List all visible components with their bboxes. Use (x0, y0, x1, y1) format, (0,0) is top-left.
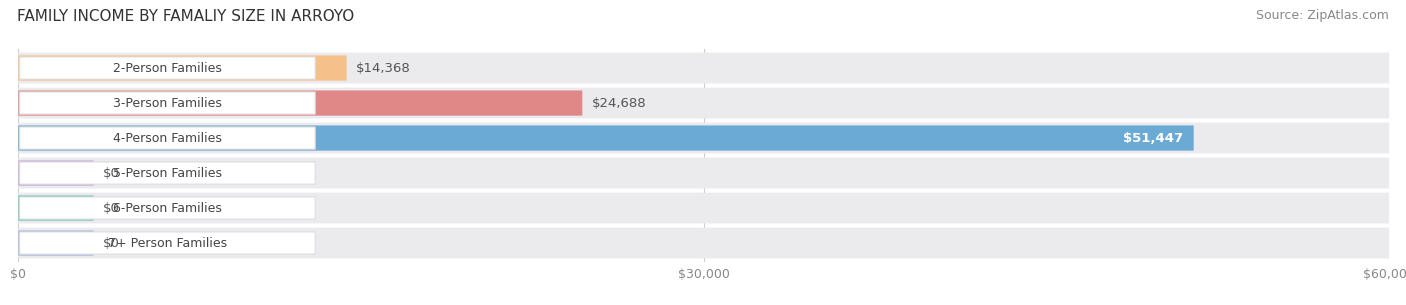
FancyBboxPatch shape (18, 53, 1389, 84)
FancyBboxPatch shape (18, 125, 1194, 151)
FancyBboxPatch shape (20, 92, 315, 114)
FancyBboxPatch shape (20, 197, 315, 219)
Text: 6-Person Families: 6-Person Families (112, 202, 222, 214)
FancyBboxPatch shape (18, 196, 94, 221)
Text: $14,368: $14,368 (356, 62, 411, 74)
Text: 2-Person Families: 2-Person Families (112, 62, 222, 74)
Text: FAMILY INCOME BY FAMALIY SIZE IN ARROYO: FAMILY INCOME BY FAMALIY SIZE IN ARROYO (17, 9, 354, 24)
FancyBboxPatch shape (18, 193, 1389, 224)
FancyBboxPatch shape (18, 91, 582, 116)
Text: $24,688: $24,688 (592, 97, 647, 109)
Text: 7+ Person Families: 7+ Person Families (108, 237, 226, 249)
FancyBboxPatch shape (18, 123, 1389, 153)
FancyBboxPatch shape (18, 56, 346, 81)
Text: $51,447: $51,447 (1122, 131, 1182, 145)
FancyBboxPatch shape (20, 57, 315, 79)
Text: $0: $0 (103, 202, 120, 214)
FancyBboxPatch shape (20, 232, 315, 254)
FancyBboxPatch shape (20, 162, 315, 184)
FancyBboxPatch shape (18, 228, 1389, 258)
Text: Source: ZipAtlas.com: Source: ZipAtlas.com (1256, 9, 1389, 22)
Text: 3-Person Families: 3-Person Families (112, 97, 222, 109)
FancyBboxPatch shape (18, 88, 1389, 118)
FancyBboxPatch shape (18, 231, 94, 256)
Text: 5-Person Families: 5-Person Families (112, 167, 222, 180)
FancyBboxPatch shape (20, 127, 315, 149)
FancyBboxPatch shape (18, 158, 1389, 188)
Text: 4-Person Families: 4-Person Families (112, 131, 222, 145)
Text: $0: $0 (103, 167, 120, 180)
Text: $0: $0 (103, 237, 120, 249)
FancyBboxPatch shape (18, 160, 94, 186)
